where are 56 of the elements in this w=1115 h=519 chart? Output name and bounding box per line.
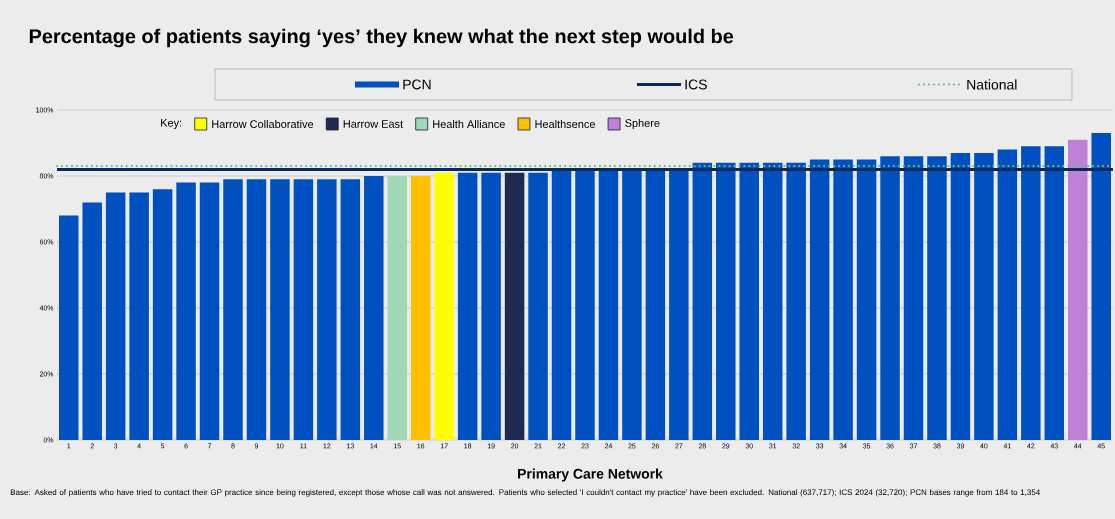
legend-label: Harrow East [343, 120, 404, 128]
bar [1021, 146, 1041, 440]
bar [974, 152, 994, 440]
x-axis-title: Primary Care Network [518, 468, 663, 482]
bar [716, 162, 736, 440]
bar [223, 179, 243, 440]
bar [598, 169, 619, 440]
legend-label: National [967, 79, 1017, 90]
bar [152, 189, 173, 440]
bar [270, 179, 290, 440]
bar [833, 159, 853, 440]
bar [176, 182, 196, 440]
legend-label: Health Alliance [433, 119, 505, 129]
bar [786, 162, 806, 440]
bar [387, 175, 408, 440]
bar [293, 179, 314, 440]
bar [692, 162, 713, 440]
legend-title: Key: [161, 119, 182, 129]
bar [364, 175, 384, 440]
bar [551, 169, 572, 440]
bar [1044, 146, 1065, 440]
bar [481, 172, 501, 440]
bar [669, 169, 689, 440]
bar [645, 169, 666, 440]
bar [528, 172, 548, 440]
legend-label: PCN [403, 79, 431, 90]
bar [199, 182, 220, 440]
bar [105, 192, 126, 440]
bar [950, 152, 971, 440]
legend-label: Sphere [625, 118, 660, 130]
bar [1068, 139, 1088, 440]
bar [622, 169, 642, 440]
bar [410, 175, 431, 440]
bar [340, 179, 361, 440]
legend-label: Harrow Collaborative [212, 119, 314, 129]
bar [504, 172, 525, 440]
bar [129, 192, 149, 440]
bar [903, 156, 924, 440]
bar [457, 172, 478, 440]
bar [739, 162, 759, 440]
bar [997, 149, 1018, 440]
legend-label: ICS [685, 79, 707, 90]
bar [58, 215, 79, 440]
bar [809, 159, 830, 440]
bar [82, 202, 102, 440]
bar [434, 172, 454, 440]
bar [927, 156, 947, 440]
bar [575, 169, 595, 440]
bar [317, 179, 337, 440]
bar [856, 159, 877, 440]
chart-title: Percentage of patients saying ‘yes’ they knew what the next step would be [29, 28, 734, 48]
legend-label: Healthsence [535, 119, 595, 129]
bar [1091, 133, 1111, 440]
bar [880, 156, 900, 440]
bar [762, 162, 783, 440]
bar [246, 179, 267, 440]
